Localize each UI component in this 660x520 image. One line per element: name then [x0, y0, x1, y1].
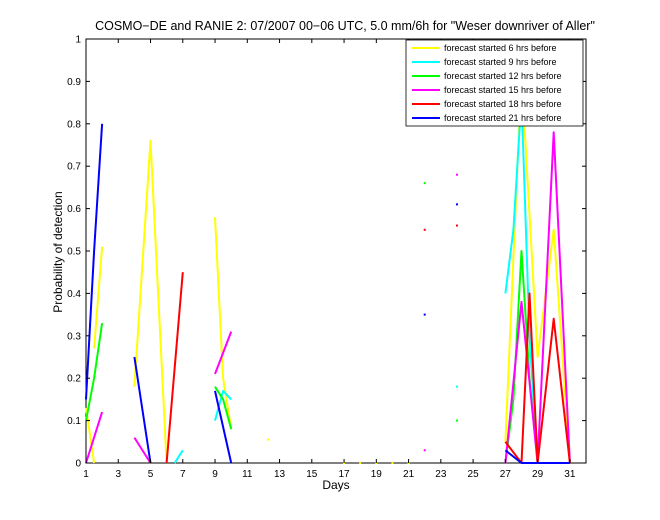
data-point: [455, 203, 458, 206]
data-point: [423, 313, 426, 316]
chart-title: COSMO−DE and RANIE 2: 07/2007 00−06 UTC,…: [95, 19, 595, 33]
x-tick-label: 13: [274, 469, 286, 480]
y-tick-label: 0: [75, 459, 81, 470]
series-line: [504, 292, 571, 464]
y-tick-label: 0.8: [67, 119, 81, 130]
x-tick-label: 29: [532, 469, 544, 480]
series-line: [504, 449, 570, 464]
data-point: [455, 173, 458, 176]
y-tick-label: 0.3: [67, 331, 81, 342]
series-6: [85, 123, 570, 464]
legend-label: forecast started 21 hrs before: [444, 113, 562, 123]
data-point: [359, 462, 362, 464]
data-point: [455, 419, 458, 422]
y-axis-label: Probability of detection: [51, 191, 65, 312]
series-line: [85, 411, 104, 464]
data-point: [391, 462, 394, 464]
legend-items: forecast started 6 hrs before forecast st…: [412, 43, 562, 123]
y-tick-label: 0.4: [67, 289, 81, 300]
data-point: [455, 385, 458, 388]
series-line: [214, 386, 233, 430]
data-point: [423, 228, 426, 231]
series-line: [173, 449, 184, 464]
data-point: [455, 224, 458, 227]
data-point: [423, 449, 426, 452]
series-line: [133, 437, 152, 464]
x-tick-label: 25: [468, 469, 480, 480]
legend-label: forecast started 9 hrs before: [444, 57, 557, 67]
series-line: [165, 272, 184, 464]
legend-label: forecast started 18 hrs before: [444, 99, 562, 109]
series-line: [85, 123, 104, 400]
legend-label: forecast started 15 hrs before: [444, 85, 562, 95]
data-point: [423, 182, 426, 185]
series-line: [214, 217, 233, 430]
y-tick-label: 0.9: [67, 77, 81, 88]
x-tick-label: 17: [339, 469, 351, 480]
x-tick-label: 19: [371, 469, 383, 480]
y-tick-label: 0.1: [67, 416, 81, 427]
x-tick-label: 11: [242, 469, 253, 480]
legend-box: [405, 39, 584, 127]
series-line: [133, 139, 168, 464]
y-tick-label: 0.6: [67, 204, 81, 215]
series-5: [165, 224, 571, 464]
series-line: [214, 390, 233, 464]
legend-label: forecast started 6 hrs before: [444, 43, 557, 53]
x-tick-label: 9: [212, 469, 218, 480]
x-tick-label: 23: [435, 469, 447, 480]
y-tick-label: 0.2: [67, 374, 81, 385]
x-tick-label: 7: [180, 469, 186, 480]
x-tick-label: 3: [115, 469, 121, 480]
data-point: [267, 438, 270, 441]
x-tick-label: 5: [148, 469, 154, 480]
axes-layer: 1 3 5 7 9 11 13 15 17 19 21 23 25 27 29 3100.10.20.30.4…: [67, 35, 586, 480]
legend-label: forecast started 12 hrs before: [444, 71, 562, 81]
y-tick-label: 0.7: [67, 162, 81, 173]
y-tick-label: 1: [75, 35, 81, 46]
x-tick-label: 31: [564, 469, 576, 480]
series-line: [93, 246, 104, 349]
series-line: [85, 322, 104, 421]
series-layer: [85, 46, 571, 464]
series-line: [214, 389, 232, 421]
x-axis-label: Days: [322, 478, 349, 492]
series-line: [214, 331, 233, 375]
x-tick-label: 27: [500, 469, 512, 480]
legend: forecast started 6 hrs before forecast st…: [405, 39, 584, 127]
y-tick-label: 0.5: [67, 247, 81, 258]
x-tick-label: 21: [403, 469, 415, 480]
x-tick-label: 15: [306, 469, 318, 480]
series-line: [133, 356, 152, 464]
x-tick-label: 1: [83, 469, 89, 480]
